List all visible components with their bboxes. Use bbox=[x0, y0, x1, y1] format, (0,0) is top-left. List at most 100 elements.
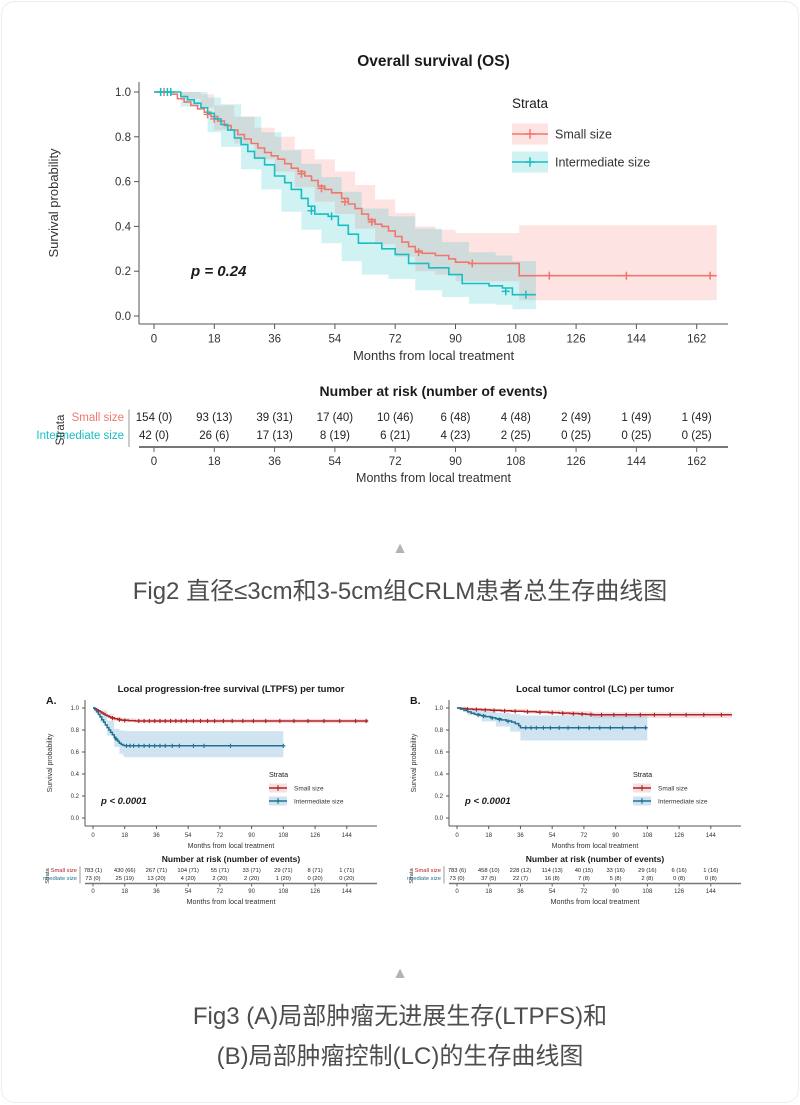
svg-text:0.8: 0.8 bbox=[115, 132, 131, 144]
risk-value: 29 (16) bbox=[638, 868, 656, 874]
legend-item-label: Intermediate size bbox=[658, 798, 708, 805]
y-axis-label: Survival probability bbox=[47, 733, 54, 792]
svg-text:0.4: 0.4 bbox=[435, 772, 444, 778]
risk-value: 1 (49) bbox=[621, 412, 651, 424]
svg-text:0: 0 bbox=[151, 334, 157, 346]
svg-text:18: 18 bbox=[208, 334, 221, 346]
fig3-caption-line1: Fig3 (A)局部肿瘤无进展生存(LTPFS)和 bbox=[192, 1003, 608, 1030]
risk-value: 55 (71) bbox=[211, 868, 229, 874]
risk-value: 37 (5) bbox=[481, 876, 496, 882]
risk-value: 4 (20) bbox=[181, 876, 196, 882]
svg-text:0: 0 bbox=[455, 889, 459, 895]
risk-table: Number at risk (number of events) Small s… bbox=[43, 854, 377, 906]
axes bbox=[82, 700, 377, 829]
svg-text:36: 36 bbox=[517, 833, 524, 839]
risk-value: 5 (8) bbox=[610, 876, 622, 882]
risk-value: 2 (25) bbox=[501, 430, 531, 442]
risk-value: 267 (71) bbox=[146, 868, 168, 874]
risk-value: 0 (25) bbox=[561, 430, 591, 442]
svg-text:126: 126 bbox=[674, 833, 685, 839]
ltpfs-kaplan-meier-chart: 1.0 0.8 0.6 0.4 0.2 0.0 0 18 36 54 72 90 108 126 144 Lo… bbox=[43, 684, 377, 906]
chart-labels: 1.0 0.8 0.6 0.4 0.2 0.0 0 18 36 54 72 90 108 126 144 16… bbox=[46, 53, 706, 363]
svg-text:162: 162 bbox=[687, 456, 706, 468]
risk-value: 73 (0) bbox=[85, 876, 100, 882]
risk-value: 4 (23) bbox=[440, 430, 470, 442]
svg-text:0.6: 0.6 bbox=[71, 750, 80, 756]
svg-text:54: 54 bbox=[549, 889, 556, 895]
figure-os-block: 1.0 0.8 0.6 0.4 0.2 0.0 0 18 36 54 72 90 108 126 144 16… bbox=[36, 44, 798, 493]
p-value-label: p < 0.0001 bbox=[100, 796, 147, 807]
risk-table-title: Number at risk (number of events) bbox=[320, 383, 548, 399]
risk-value: 16 (8) bbox=[545, 876, 560, 882]
svg-text:126: 126 bbox=[567, 334, 586, 346]
risk-value: 6 (48) bbox=[440, 412, 470, 424]
risk-value: 0 (20) bbox=[339, 876, 354, 882]
svg-text:72: 72 bbox=[581, 833, 588, 839]
risk-table: Number at risk (number of events) Small s… bbox=[407, 854, 741, 906]
risk-value: 73 (0) bbox=[449, 876, 464, 882]
svg-text:72: 72 bbox=[217, 889, 224, 895]
svg-text:72: 72 bbox=[389, 456, 402, 468]
panel-label: B. bbox=[410, 695, 421, 707]
risk-value: 22 (7) bbox=[513, 876, 528, 882]
risk-value: 0 (25) bbox=[621, 430, 651, 442]
collapse-arrow-icon[interactable]: ▲ bbox=[392, 965, 408, 982]
collapse-arrow-icon[interactable]: ▲ bbox=[392, 540, 408, 557]
axes bbox=[134, 82, 728, 329]
chart-title: Overall survival (OS) bbox=[357, 53, 510, 70]
risk-row-label: Intermediate size bbox=[407, 876, 441, 882]
risk-value: 783 (6) bbox=[448, 868, 466, 874]
legend-item-label: Intermediate size bbox=[555, 155, 650, 169]
fig2-caption-block: ▲ Fig2 直径≤3cm和3-5cm组CRLM患者总生存曲线图 bbox=[2, 541, 798, 610]
legend-item-label: Small size bbox=[658, 785, 688, 792]
axes bbox=[446, 700, 741, 829]
risk-table-x-label: Months from local treatment bbox=[186, 897, 275, 906]
risk-value: 458 (10) bbox=[478, 868, 500, 874]
svg-text:54: 54 bbox=[329, 456, 342, 468]
svg-text:0.4: 0.4 bbox=[71, 772, 80, 778]
svg-text:90: 90 bbox=[449, 456, 462, 468]
risk-value: 783 (1) bbox=[84, 868, 102, 874]
risk-table: Number at risk (number of events) Small s… bbox=[36, 383, 728, 485]
risk-table-axis-label: Strata bbox=[409, 867, 415, 883]
risk-table-title: Number at risk (number of events) bbox=[162, 854, 301, 864]
svg-text:18: 18 bbox=[485, 833, 492, 839]
risk-value: 0 (25) bbox=[682, 430, 712, 442]
figure-ltpfs-lc-block: 1.0 0.8 0.6 0.4 0.2 0.0 0 18 36 54 72 90 108 126 144 Lo… bbox=[2, 680, 798, 908]
y-axis-label: Survival probability bbox=[411, 733, 418, 792]
svg-text:0.2: 0.2 bbox=[435, 794, 444, 800]
svg-text:54: 54 bbox=[329, 334, 342, 346]
chart-title: Local progression-free survival (LTPFS) … bbox=[118, 684, 345, 695]
svg-text:0.0: 0.0 bbox=[435, 816, 444, 822]
svg-text:144: 144 bbox=[627, 456, 647, 468]
svg-text:0.8: 0.8 bbox=[71, 728, 80, 734]
svg-text:126: 126 bbox=[674, 889, 685, 895]
svg-text:0.0: 0.0 bbox=[115, 311, 131, 323]
svg-text:126: 126 bbox=[310, 889, 321, 895]
svg-text:0.6: 0.6 bbox=[435, 750, 444, 756]
fig3-caption-block: ▲ Fig3 (A)局部肿瘤无进展生存(LTPFS)和 (B)局部肿瘤控制(LC… bbox=[2, 966, 798, 1075]
os-kaplan-meier-chart: 1.0 0.8 0.6 0.4 0.2 0.0 0 18 36 54 72 90 108 126 144 16… bbox=[36, 53, 728, 485]
svg-text:90: 90 bbox=[612, 833, 619, 839]
svg-text:36: 36 bbox=[153, 833, 160, 839]
risk-value: 154 (0) bbox=[136, 412, 173, 424]
svg-text:54: 54 bbox=[185, 889, 192, 895]
svg-text:0.2: 0.2 bbox=[71, 794, 80, 800]
svg-text:108: 108 bbox=[278, 833, 289, 839]
svg-text:162: 162 bbox=[687, 334, 706, 346]
legend-title: Strata bbox=[269, 770, 288, 779]
p-value-label: p = 0.24 bbox=[190, 263, 247, 280]
legend-item-label: Small size bbox=[555, 127, 612, 141]
legend: Strata Small size Intermediate size bbox=[633, 770, 708, 806]
p-value-label: p < 0.0001 bbox=[464, 796, 511, 807]
svg-text:144: 144 bbox=[706, 833, 717, 839]
svg-text:108: 108 bbox=[506, 456, 525, 468]
svg-text:54: 54 bbox=[185, 833, 192, 839]
svg-text:0.0: 0.0 bbox=[71, 816, 80, 822]
svg-text:54: 54 bbox=[549, 833, 556, 839]
risk-value: 430 (66) bbox=[114, 868, 136, 874]
risk-value: 33 (71) bbox=[242, 868, 260, 874]
risk-value: 29 (71) bbox=[274, 868, 292, 874]
legend: Strata Small size Intermediate size bbox=[269, 770, 344, 806]
